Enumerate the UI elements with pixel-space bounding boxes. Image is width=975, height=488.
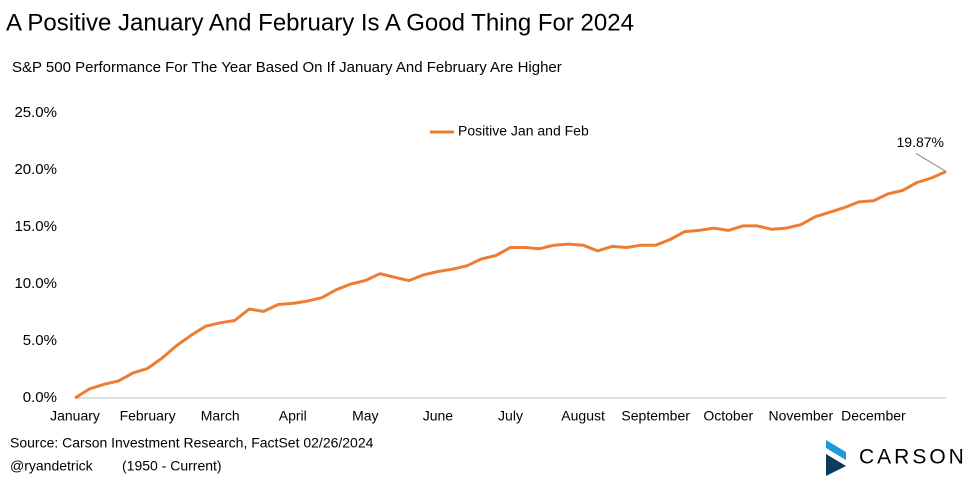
y-tick-label: 0.0%: [23, 389, 57, 406]
x-tick-label: March: [201, 408, 240, 424]
x-tick-label: June: [423, 408, 454, 424]
handle: @ryandetrick: [10, 458, 94, 474]
logo-icon: [826, 440, 846, 460]
logo-icon: [826, 454, 846, 476]
x-tick-label: August: [561, 408, 605, 424]
line-series: [74, 170, 947, 400]
x-tick-label: May: [352, 408, 378, 424]
x-tick-label: December: [841, 408, 906, 424]
period: (1950 - Current): [122, 458, 222, 474]
label-leader: [915, 153, 947, 172]
x-tick-label: November: [769, 408, 834, 424]
y-tick-label: 20.0%: [14, 161, 57, 178]
value-label: 19.87%: [897, 134, 944, 150]
x-tick-label: October: [703, 408, 753, 424]
y-tick-label: 15.0%: [14, 218, 57, 235]
logo: CARSON: [826, 440, 967, 476]
chart-title: A Positive January And February Is A Goo…: [6, 9, 634, 36]
y-tick-label: 25.0%: [14, 104, 57, 121]
source: Source: Carson Investment Research, Fact…: [10, 435, 374, 451]
chart-subtitle: S&P 500 Performance For The Year Based O…: [12, 59, 562, 76]
y-tick-label: 10.0%: [14, 275, 57, 292]
x-tick-label: July: [498, 408, 523, 424]
legend-label: Positive Jan and Feb: [458, 123, 589, 139]
logo-text: CARSON: [859, 446, 967, 469]
y-tick-label: 5.0%: [23, 332, 57, 349]
x-tick-label: September: [621, 408, 690, 424]
x-tick-label: January: [50, 408, 100, 424]
x-tick-label: February: [120, 408, 176, 424]
x-tick-label: April: [279, 408, 307, 424]
